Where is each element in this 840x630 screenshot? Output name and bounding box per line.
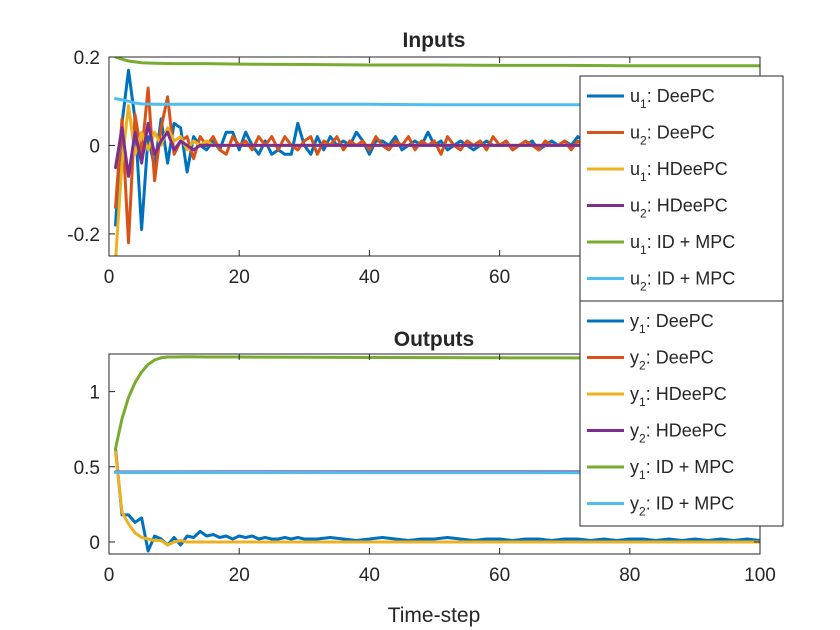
- outputs-xtick-label: 40: [359, 565, 380, 586]
- inputs-ytick-label: -0.2: [67, 225, 100, 246]
- inputs-title: Inputs: [403, 29, 466, 52]
- inputs-xtick-label: 20: [229, 267, 250, 288]
- outputs-ytick-label: 1: [89, 383, 100, 404]
- outputs-legend-label-y2-idmpc: y2: ID + MPC: [630, 494, 734, 519]
- outputs-xtick-label: 60: [489, 565, 510, 586]
- outputs-xtick-label: 0: [104, 565, 115, 586]
- inputs-ytick-label: 0: [89, 136, 100, 157]
- outputs-legend-box: [579, 300, 784, 527]
- inputs-xtick-label: 0: [104, 267, 115, 288]
- inputs-legend-label-u1-deepc: u1: DeePC: [630, 86, 715, 111]
- inputs-ytick-label: 0.2: [74, 48, 100, 69]
- outputs-xtick-label: 20: [229, 565, 250, 586]
- inputs-legend-label-u2-idmpc: u2: ID + MPC: [630, 269, 735, 294]
- outputs-title: Outputs: [394, 328, 474, 351]
- inputs-xtick-label: 60: [489, 267, 510, 288]
- outputs-legend-label-y1-deepc: y1: DeePC: [630, 311, 714, 336]
- inputs-legend-label-u2-hdeepc: u2: HDeePC: [630, 196, 728, 221]
- outputs-ticks: 0 20 40 60 80 100 0 0.5 1: [74, 354, 776, 586]
- inputs-legend-label-u1-hdeepc: u1: HDeePC: [630, 159, 728, 184]
- inputs-xtick-label: 40: [359, 267, 380, 288]
- x-axis-label: Time-step: [388, 604, 481, 627]
- inputs-legend-label-u1-idmpc: u1: ID + MPC: [630, 232, 735, 257]
- outputs-series-y1-deepc: [114, 447, 760, 553]
- inputs-legend-box: [579, 75, 784, 302]
- outputs-legend-label-y2-hdeepc: y2: HDeePC: [630, 421, 727, 446]
- outputs-ytick-label: 0: [89, 533, 100, 554]
- outputs-legend-label-y1-idmpc: y1: ID + MPC: [630, 457, 734, 482]
- inputs-legend: u1: DeePC u2: DeePC u1: HDeePC u2: HDeePC u1…: [579, 75, 784, 302]
- outputs-xtick-label: 80: [619, 565, 640, 586]
- outputs-legend-label-y1-hdeepc: y1: HDeePC: [630, 384, 727, 409]
- outputs-legend: y1: DeePC y2: DeePC y1: HDeePC y2: HDeePC y1…: [579, 300, 784, 527]
- outputs-xtick-label: 100: [744, 565, 776, 586]
- outputs-legend-label-y2-deepc: y2: DeePC: [630, 348, 714, 373]
- inputs-series-u1-idmpc: [114, 57, 760, 68]
- inputs-legend-label-u2-deepc: u2: DeePC: [630, 123, 715, 148]
- outputs-series-y1-idmpc: [114, 355, 760, 451]
- outputs-ytick-label: 0.5: [74, 458, 100, 479]
- outputs-series-y1-hdeepc: [114, 450, 760, 547]
- inputs-series-u2-hdeepc: [114, 121, 760, 178]
